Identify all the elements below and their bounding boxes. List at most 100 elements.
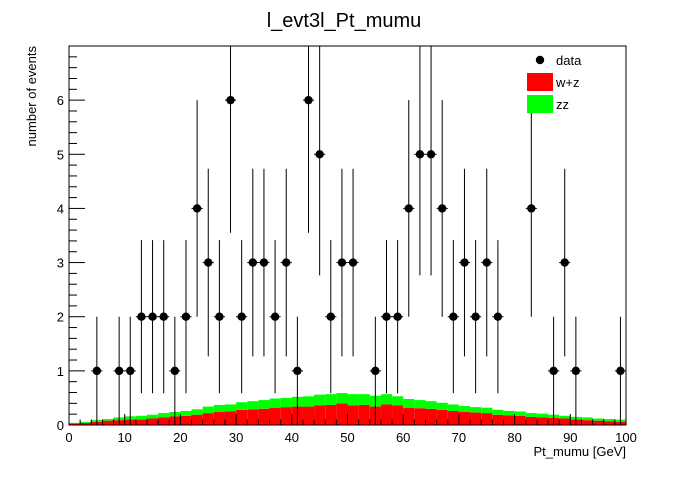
hist-bar-zz bbox=[414, 400, 426, 409]
hist-bar-zz bbox=[392, 396, 404, 406]
hist-bar-zz bbox=[314, 394, 326, 406]
stacked-histogram bbox=[69, 393, 626, 425]
hist-bar-zz bbox=[69, 422, 81, 424]
data-point bbox=[415, 150, 425, 159]
hist-bar-w-z bbox=[258, 408, 270, 425]
hist-bar-zz bbox=[592, 418, 604, 421]
x-tick-label: 90 bbox=[563, 430, 577, 445]
legend-marker-data bbox=[535, 55, 545, 65]
hist-bar-w-z bbox=[503, 415, 515, 425]
hist-bar-w-z bbox=[447, 410, 459, 425]
hist-bar-w-z bbox=[224, 411, 237, 425]
hist-bar-zz bbox=[258, 400, 270, 409]
y-tick-label: 0 bbox=[57, 418, 64, 433]
data-point bbox=[393, 312, 402, 321]
hist-bar-w-z bbox=[603, 421, 615, 425]
hist-bar-zz bbox=[224, 404, 237, 412]
legend-label-zz: zz bbox=[556, 97, 569, 112]
data-point bbox=[549, 366, 558, 376]
hist-bar-w-z bbox=[135, 419, 147, 425]
hist-bar-w-z bbox=[592, 420, 604, 425]
hist-bar-zz bbox=[269, 398, 281, 408]
data-point bbox=[527, 204, 536, 213]
data-point bbox=[137, 312, 146, 321]
hist-bar-zz bbox=[347, 394, 359, 406]
hist-bar-zz bbox=[425, 401, 437, 409]
hist-bar-w-z bbox=[102, 420, 114, 425]
hist-bar-zz bbox=[603, 419, 615, 422]
y-tick-label: 6 bbox=[57, 93, 64, 108]
data-point bbox=[293, 366, 302, 376]
hist-bar-zz bbox=[336, 393, 348, 404]
chart-title: l_evt3l_Pt_mumu bbox=[267, 10, 422, 32]
data-point bbox=[237, 312, 246, 321]
hist-bar-w-z bbox=[458, 412, 471, 425]
hist-bar-zz bbox=[191, 409, 203, 415]
data-point bbox=[616, 366, 625, 376]
hist-bar-w-z bbox=[191, 414, 203, 425]
hist-bar-w-z bbox=[202, 413, 214, 425]
data-point bbox=[326, 312, 335, 321]
data-point bbox=[226, 95, 235, 105]
hist-bar-zz bbox=[158, 413, 170, 418]
x-tick-label: 10 bbox=[117, 430, 131, 445]
hist-bar-w-z bbox=[436, 409, 448, 425]
hist-bar-zz bbox=[236, 402, 248, 410]
hist-bar-w-z bbox=[492, 414, 504, 425]
data-point bbox=[259, 258, 269, 267]
x-tick-label: 70 bbox=[452, 430, 466, 445]
data-point bbox=[204, 258, 213, 267]
hist-bar-w-z bbox=[536, 417, 549, 425]
hist-bar-w-z bbox=[425, 408, 437, 425]
data-point bbox=[92, 366, 102, 376]
data-point bbox=[560, 258, 569, 267]
y-tick-label: 5 bbox=[57, 147, 64, 162]
hist-bar-zz bbox=[436, 402, 448, 410]
data-point bbox=[270, 312, 280, 321]
hist-bar-w-z bbox=[581, 420, 593, 425]
data-point bbox=[148, 312, 157, 321]
legend-swatch-w-z bbox=[527, 73, 553, 91]
hist-bar-w-z bbox=[358, 404, 370, 425]
hist-bar-zz bbox=[503, 410, 515, 416]
data-point bbox=[248, 258, 258, 267]
hist-bar-zz bbox=[470, 407, 482, 413]
hist-bar-zz bbox=[202, 406, 214, 414]
hist-bar-zz bbox=[358, 394, 370, 405]
hist-bar-w-z bbox=[481, 413, 493, 425]
hist-bar-w-z bbox=[280, 407, 292, 425]
data-point bbox=[426, 150, 436, 159]
hist-bar-zz bbox=[146, 414, 159, 419]
hist-bar-w-z bbox=[158, 417, 170, 425]
data-point bbox=[170, 366, 180, 376]
data-point bbox=[159, 312, 168, 321]
hist-bar-w-z bbox=[146, 418, 159, 425]
hist-bar-w-z bbox=[336, 403, 348, 425]
hist-bar-w-z bbox=[525, 416, 537, 425]
data-point bbox=[571, 366, 581, 376]
hist-bar-zz bbox=[403, 399, 415, 408]
x-tick-label: 20 bbox=[173, 430, 187, 445]
hist-bar-zz bbox=[380, 394, 393, 405]
hist-bar-w-z bbox=[269, 407, 281, 425]
x-tick-label: 40 bbox=[285, 430, 299, 445]
hist-bar-w-z bbox=[380, 404, 393, 425]
data-point bbox=[482, 258, 491, 267]
y-tick-label: 1 bbox=[57, 364, 64, 379]
legend-label-w-z: w+z bbox=[555, 75, 579, 90]
data-point bbox=[460, 258, 469, 267]
hist-bar-w-z bbox=[392, 405, 404, 425]
data-point bbox=[282, 258, 291, 267]
hist-bar-w-z bbox=[325, 404, 337, 425]
hist-bar-w-z bbox=[236, 409, 248, 425]
hist-bar-zz bbox=[481, 407, 493, 414]
hist-bar-zz bbox=[247, 401, 259, 410]
hist-bar-w-z bbox=[213, 412, 225, 425]
data-point bbox=[404, 204, 413, 213]
data-point bbox=[471, 312, 480, 321]
hist-bar-w-z bbox=[559, 418, 571, 425]
data-point bbox=[437, 204, 447, 213]
x-tick-label: 0 bbox=[65, 430, 72, 445]
hist-bar-zz bbox=[213, 404, 225, 413]
